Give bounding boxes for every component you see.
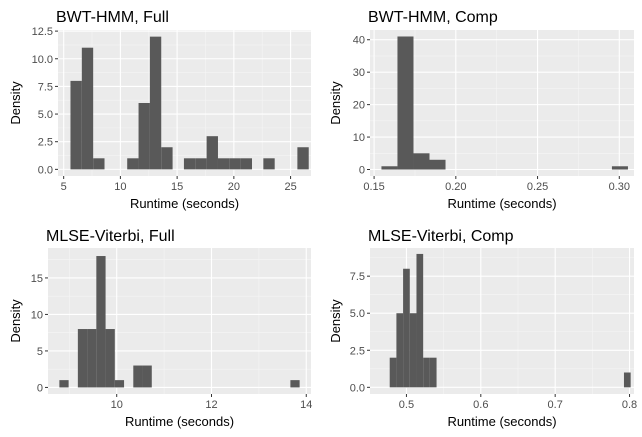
histogram-bar — [397, 36, 414, 170]
x-tick-label: 0.6 — [473, 399, 488, 411]
x-tick-label: 5 — [61, 181, 67, 193]
x-tick-label: 0.25 — [527, 181, 548, 193]
x-tick-label: 10 — [111, 399, 123, 411]
y-tick-label: 30 — [353, 67, 365, 79]
histogram-bar — [87, 329, 97, 388]
histogram-bar — [127, 158, 139, 170]
histogram-bar — [416, 253, 424, 388]
y-tick-label: 0 — [37, 382, 43, 394]
histogram-bar — [195, 158, 207, 170]
x-axis-label: Runtime (seconds) — [447, 414, 556, 429]
y-axis-label: Density — [328, 81, 343, 125]
y-tick-label: 0.0 — [38, 164, 53, 176]
histogram-bar — [263, 158, 275, 170]
y-tick-label: 7.5 — [350, 271, 365, 283]
y-tick-label: 5.0 — [350, 308, 365, 320]
panel-background — [370, 30, 634, 176]
x-axis-label: Runtime (seconds) — [125, 414, 234, 429]
x-tick-label: 0.15 — [363, 181, 384, 193]
histogram-bar — [381, 166, 398, 170]
histogram-bar — [105, 329, 115, 388]
histogram-bar — [297, 147, 309, 170]
y-tick-label: 5 — [37, 346, 43, 358]
y-tick-label: 20 — [353, 100, 365, 112]
histogram-bar — [611, 166, 628, 170]
chart-title: MLSE-Viterbi, Comp — [368, 228, 514, 245]
y-tick-label: 7.5 — [38, 81, 53, 93]
histogram-bar — [96, 256, 106, 388]
x-tick-label: 0.7 — [548, 399, 563, 411]
y-tick-label: 10 — [353, 132, 365, 144]
panel-4: 0.5 0.6 0.7 0.8 0.0 2.5 5.0 7.5 MLSE-Viterbi, Co… — [328, 228, 637, 429]
histogram-bar — [206, 136, 218, 170]
y-tick-label: 5.0 — [38, 109, 53, 121]
y-axis-label: Density — [8, 81, 23, 125]
y-tick-label: 2.5 — [350, 345, 365, 357]
histogram-bar — [396, 313, 404, 388]
x-tick-label: 25 — [284, 181, 296, 193]
histogram-bar — [217, 158, 230, 170]
x-tick-label: 14 — [300, 399, 312, 411]
histogram-bar — [429, 159, 446, 170]
y-tick-label: 15 — [31, 273, 43, 285]
panel-3: 10 12 14 0 5 10 15 MLSE-Viterbi, Full Runtime (s… — [8, 228, 312, 429]
chart-title: MLSE-Viterbi, Full — [46, 228, 175, 245]
x-tick-label: 15 — [171, 181, 183, 193]
y-tick-label: 10 — [31, 309, 43, 321]
histogram-bar — [623, 372, 631, 388]
histogram-bar — [59, 380, 69, 388]
histogram-bar — [229, 158, 241, 170]
chart-title: BWT-HMM, Full — [56, 9, 169, 26]
histogram-bar — [149, 36, 162, 170]
x-tick-label: 12 — [205, 399, 217, 411]
histogram-bar — [77, 329, 88, 388]
chart-title: BWT-HMM, Comp — [368, 9, 498, 26]
x-tick-label: 0.30 — [609, 181, 630, 193]
histogram-bar — [142, 365, 152, 388]
x-tick-label: 0.5 — [399, 399, 414, 411]
histogram-bar — [93, 158, 105, 170]
x-tick-label: 10 — [114, 181, 126, 193]
histogram-bar — [240, 158, 253, 170]
histogram-bar — [114, 380, 125, 388]
histogram-bar — [183, 158, 196, 170]
y-tick-label: 2.5 — [38, 137, 53, 149]
panel-background — [58, 30, 311, 176]
x-axis-label: Runtime (seconds) — [130, 196, 239, 211]
histogram-bar — [423, 357, 430, 388]
histogram-bar — [81, 47, 94, 170]
histogram-bar — [133, 365, 143, 388]
y-tick-label: 10.0 — [32, 54, 53, 66]
histogram-bar — [138, 103, 150, 170]
x-tick-label: 20 — [228, 181, 240, 193]
histogram-bar — [290, 380, 300, 388]
histogram-bar — [429, 357, 437, 388]
y-tick-label: 0 — [359, 165, 365, 177]
histogram-bar — [70, 80, 82, 170]
x-axis-label: Runtime (seconds) — [447, 196, 556, 211]
x-tick-label: 0.20 — [445, 181, 466, 193]
histogram-bar — [403, 268, 410, 388]
y-tick-label: 0.0 — [350, 382, 365, 394]
histogram-bar — [413, 153, 430, 170]
histogram-bar — [389, 357, 397, 388]
y-axis-label: Density — [328, 299, 343, 343]
y-axis-label: Density — [8, 299, 23, 343]
y-tick-label: 12.5 — [32, 26, 53, 38]
x-tick-label: 0.8 — [622, 399, 637, 411]
y-tick-label: 40 — [353, 35, 365, 47]
histogram-bar — [409, 313, 417, 388]
histogram-bar — [161, 147, 173, 170]
